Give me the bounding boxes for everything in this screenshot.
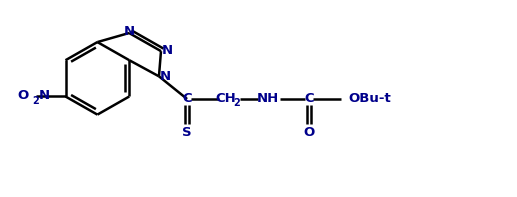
Text: N: N (38, 89, 50, 102)
Text: CH: CH (215, 92, 236, 105)
Text: C: C (305, 92, 314, 105)
Text: 2: 2 (32, 96, 39, 106)
Text: S: S (183, 126, 192, 139)
Text: NH: NH (256, 92, 279, 105)
Text: O: O (17, 89, 28, 102)
Text: O: O (303, 126, 315, 139)
Text: N: N (124, 25, 135, 38)
Text: OBu-t: OBu-t (348, 92, 391, 105)
Text: 2: 2 (233, 98, 240, 108)
Text: C: C (183, 92, 192, 105)
Text: N: N (162, 44, 173, 57)
Text: N: N (160, 70, 171, 83)
